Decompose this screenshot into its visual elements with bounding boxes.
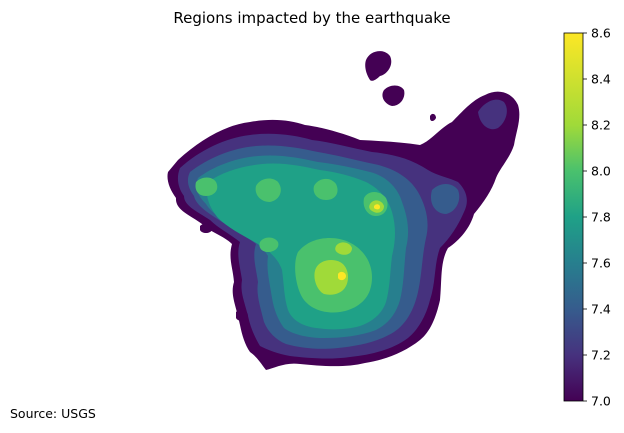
contour-band-8.4-e [374,204,380,210]
colorbar: 7.0 7.2 7.4 7.6 7.8 8.0 8.2 8.4 8.6 [563,26,611,409]
colorbar-tick-label: 7.2 [591,348,611,363]
contour-island-1 [365,51,392,81]
colorbar-ticks: 7.0 7.2 7.4 7.6 7.8 8.0 8.2 8.4 8.6 [583,26,611,409]
contour-band-8.0-c1 [255,178,281,202]
colorbar-tick-label: 8.2 [591,118,611,133]
contour-island-3 [430,113,436,121]
colorbar-tick-label: 7.4 [591,302,611,317]
colorbar-tick-label: 8.4 [591,72,611,87]
colorbar-tick-label: 7.8 [591,210,611,225]
contour-island-5 [236,309,248,321]
contour-band-8.0-c2 [313,178,338,200]
colorbar-tick-label: 8.6 [591,26,611,41]
source-note: Source: USGS [10,406,96,421]
colorbar-tick-label: 7.0 [591,394,611,409]
contour-map [167,51,520,370]
colorbar-tick-label: 8.0 [591,164,611,179]
contour-band-8.2-n [335,242,352,255]
contour-band-7.4-e [430,184,460,214]
contour-band-8.4 [338,271,346,281]
contour-island-2 [382,85,405,106]
contour-band-8.2 [314,260,348,295]
contour-island-4 [200,223,212,233]
colorbar-gradient [563,32,584,402]
contour-band-8.0-w2 [259,237,279,252]
chart-title: Regions impacted by the earthquake [173,9,451,27]
contour-band-8.0-w [195,177,218,196]
colorbar-tick-label: 7.6 [591,256,611,271]
contour-band-7.2-ne [478,99,507,130]
